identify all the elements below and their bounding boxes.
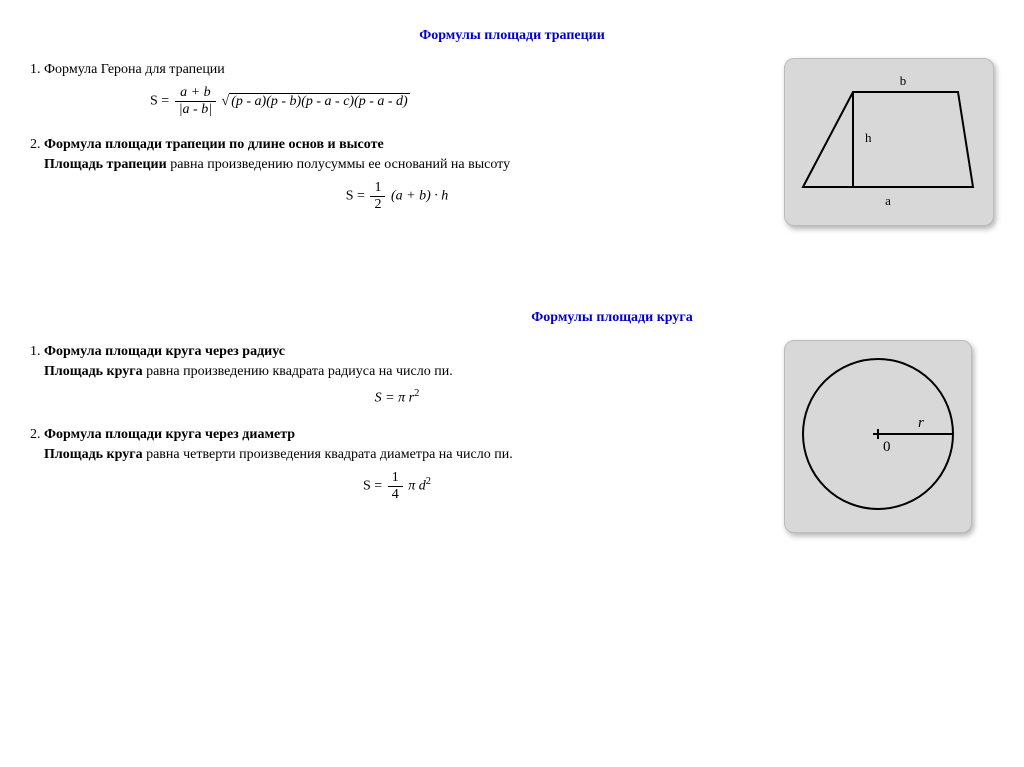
circ-item2-title: Формула площади круга через диаметр	[44, 427, 295, 442]
cf2-sup: 2	[426, 476, 431, 487]
f2-tail: (a + b) · h	[391, 189, 448, 204]
circ-item1-bold: Площадь круга	[44, 364, 143, 379]
trap-item2-desc: Площадь трапеции равна произведению полу…	[30, 157, 764, 173]
trapezoid-figure-col: b h a	[784, 58, 994, 226]
circ-item1-num: 1.	[30, 344, 41, 359]
trap-item1-num: 1.	[30, 62, 41, 77]
f1-root: (p - a)(p - b)(p - a - c)(p - a - d)	[229, 93, 409, 110]
cf2-den: 4	[388, 487, 403, 502]
circ-item1-line: 1. Формула площади круга через радиус	[30, 344, 764, 360]
trapezoid-text: 1. Формула Герона для трапеции S = a + b…	[30, 58, 784, 232]
label-r: r	[918, 415, 924, 431]
circle-heading: Формулы площади круга	[30, 310, 994, 326]
label-h: h	[865, 130, 872, 145]
f1-sqrt-sym: √	[222, 94, 230, 109]
f1-prefix: S =	[150, 94, 169, 109]
trapezoid-row: 1. Формула Герона для трапеции S = a + b…	[30, 58, 994, 232]
circle-svg: r 0	[793, 349, 963, 519]
circle-text: 1. Формула площади круга через радиус Пл…	[30, 340, 784, 522]
circ-item1-desc: Площадь круга равна произведению квадрат…	[30, 364, 764, 380]
circle-row: 1. Формула площади круга через радиус Пл…	[30, 340, 994, 533]
trap-item1-title: 1. Формула Герона для трапеции	[30, 62, 764, 78]
circle-figure-col: r 0	[784, 340, 994, 533]
trapezoid-shape	[803, 92, 973, 187]
circ-formula2: S = 1 4 π d2	[30, 471, 764, 502]
circ-item2-line: 2. Формула площади круга через диаметр	[30, 427, 764, 443]
cf2-num: 1	[388, 471, 403, 487]
trap-item2-rest: равна произведению полусуммы ее основани…	[167, 157, 510, 172]
trap-formula2: S = 1 2 (a + b) · h	[30, 181, 764, 212]
f2-prefix: S =	[346, 189, 365, 204]
f2-num: 1	[370, 181, 385, 197]
f1-sqrt: √(p - a)(p - b)(p - a - c)(p - a - d)	[222, 93, 410, 110]
cf1-text: S = π r	[375, 391, 414, 406]
cf2-tail: π d	[408, 478, 426, 493]
circ-item2-rest: равна четверти произведения квадрата диа…	[143, 447, 513, 462]
trap-item2-bold: Площадь трапеции	[44, 157, 167, 172]
circ-item2-bold: Площадь круга	[44, 447, 143, 462]
f1-frac: a + b |a - b|	[175, 86, 216, 117]
circ-formula1: S = π r2	[30, 388, 764, 407]
trap-item2-title-line: 2. Формула площади трапеции по длине осн…	[30, 137, 764, 153]
trapezoid-heading: Формулы площади трапеции	[30, 28, 994, 44]
circ-item2-num: 2.	[30, 427, 41, 442]
cf2-prefix: S =	[363, 478, 382, 493]
circ-item1-rest: равна произведению квадрата радиуса на ч…	[143, 364, 453, 379]
cf1-sup: 2	[414, 388, 419, 399]
circ-item2-desc: Площадь круга равна четверти произведени…	[30, 447, 764, 463]
trap-item1-title-text: Формула Герона для трапеции	[44, 62, 225, 77]
label-b: b	[900, 73, 907, 88]
cf2-frac: 1 4	[388, 471, 403, 502]
circ-item1-title: Формула площади круга через радиус	[44, 344, 285, 359]
label-a: a	[885, 193, 891, 208]
label-o: 0	[883, 439, 891, 455]
f1-den: |a - b|	[175, 102, 216, 117]
trapezoid-svg: b h a	[793, 67, 983, 212]
f2-frac: 1 2	[370, 181, 385, 212]
trap-item2-num: 2.	[30, 137, 41, 152]
trap-item2-title: Формула площади трапеции по длине основ …	[44, 137, 384, 152]
trap-formula1: S = a + b |a - b| √(p - a)(p - b)(p - a …	[150, 86, 764, 117]
f2-den: 2	[370, 197, 385, 212]
circle-figure-box: r 0	[784, 340, 972, 533]
trapezoid-figure-box: b h a	[784, 58, 994, 226]
f1-num: a + b	[175, 86, 216, 102]
